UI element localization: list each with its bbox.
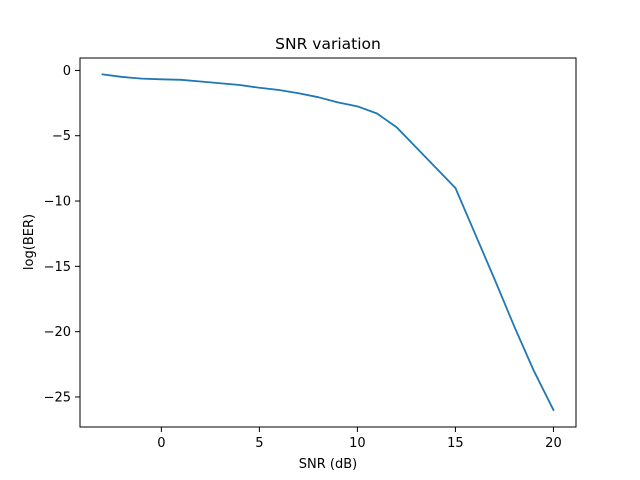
chart-title: SNR variation — [275, 35, 381, 53]
plot-frame — [79, 57, 577, 428]
y-tick-label: −15 — [44, 260, 71, 275]
x-tick-label: 5 — [255, 436, 263, 451]
x-tick-label: 20 — [545, 436, 562, 451]
y-tick-label: 0 — [63, 64, 71, 79]
x-axis: 0 5 10 15 20 — [157, 427, 562, 451]
x-tick-label: 0 — [157, 436, 165, 451]
plot-area — [80, 58, 576, 427]
x-tick-label: 10 — [349, 436, 366, 451]
series-line — [101, 73, 555, 412]
y-axis: 0 −5 −10 −15 −20 −25 — [44, 64, 80, 405]
x-axis-label: SNR (dB) — [299, 457, 357, 472]
y-tick-label: −25 — [44, 390, 71, 405]
y-tick-label: −20 — [44, 325, 71, 340]
y-tick-label: −10 — [44, 195, 71, 210]
y-tick-label: −5 — [52, 129, 71, 144]
x-tick-label: 15 — [447, 436, 464, 451]
y-axis-label: log(BER) — [22, 214, 37, 270]
series-layer — [101, 73, 555, 412]
